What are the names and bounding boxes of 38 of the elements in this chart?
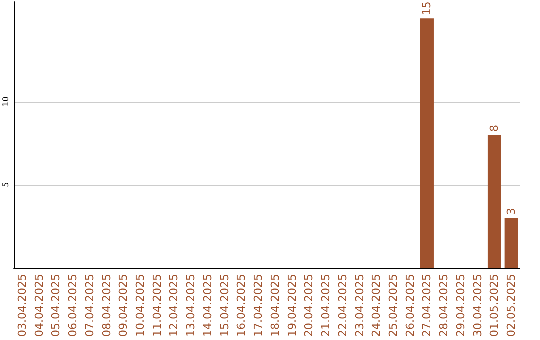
data-label: 15 (420, 2, 434, 16)
x-tick-label: 26.04.2025 (404, 274, 417, 338)
y-tick-label: 10 (2, 96, 10, 107)
x-tick-label: 05.04.2025 (50, 274, 63, 338)
x-tick-label: 22.04.2025 (336, 274, 350, 338)
x-tick-label: 04.04.2025 (32, 274, 46, 338)
x-tick-label: 30.04.2025 (471, 274, 484, 338)
x-tick-label: 01.05.2025 (488, 274, 502, 338)
bar (504, 218, 518, 268)
x-tick-label: 16.04.2025 (235, 274, 248, 338)
x-tick-label: 12.04.2025 (168, 274, 181, 338)
y-tick-label: 5 (2, 182, 10, 188)
x-tick-label: 13.04.2025 (184, 274, 198, 338)
x-tick-label: 09.04.2025 (117, 274, 130, 338)
x-tick-label: 14.04.2025 (201, 274, 214, 338)
x-tick-label: 10.04.2025 (134, 274, 147, 338)
data-label: 3 (505, 208, 518, 216)
x-tick-label: 25.04.2025 (387, 274, 400, 338)
x-tick-label: 11.04.2025 (150, 274, 164, 338)
x-tick-label: 28.04.2025 (438, 274, 451, 338)
x-tick-label: 17.04.2025 (252, 274, 266, 338)
bar (420, 18, 434, 268)
x-tick-label: 15.04.2025 (218, 274, 232, 338)
x-tick-label: 29.04.2025 (454, 274, 468, 338)
x-tick-label: 27.04.2025 (420, 274, 434, 338)
x-tick-label: 24.04.2025 (370, 274, 384, 338)
data-label: 8 (488, 125, 502, 132)
x-tick-label: 18.04.2025 (268, 274, 282, 338)
bar (488, 135, 502, 268)
x-tick-label: 20.04.2025 (302, 274, 316, 338)
x-tick-label: 23.04.2025 (353, 274, 366, 338)
x-tick-label: 02.05.2025 (505, 274, 518, 338)
x-tick-label: 19.04.2025 (286, 274, 299, 338)
x-tick-label: 07.04.2025 (83, 274, 96, 338)
x-tick-label: 03.04.2025 (16, 274, 29, 338)
x-tick-label: 08.04.2025 (100, 274, 114, 338)
x-tick-label: 06.04.2025 (66, 274, 80, 338)
x-tick-label: 21.04.2025 (320, 274, 333, 338)
